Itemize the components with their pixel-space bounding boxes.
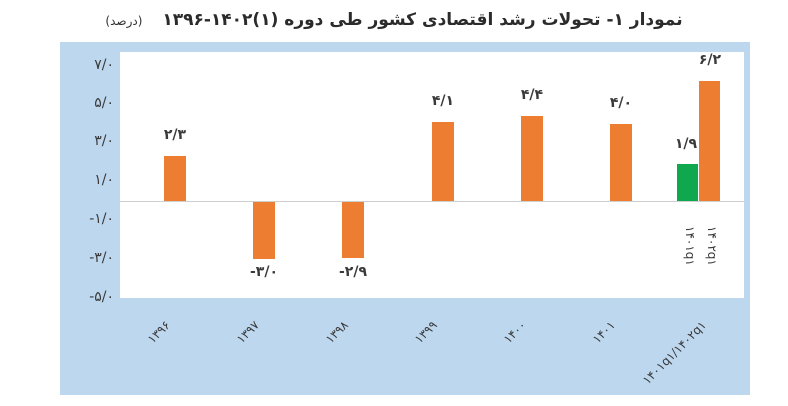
- y-tick-label: ۵/۰: [94, 95, 114, 111]
- y-tick-label: -۵/۰: [89, 289, 114, 305]
- value-label: ۲/۳: [163, 127, 187, 143]
- value-label: ۴/۰: [609, 95, 633, 111]
- bar-1401: [610, 124, 632, 201]
- y-tick-label: -۱/۰: [89, 211, 114, 227]
- chart-title: نمودار ۱- تحولات رشد اقتصادی کشور طی دور…: [0, 10, 788, 30]
- y-tick-label: ۷/۰: [94, 57, 114, 73]
- quarter-label-1402q1: ۱۴۰۲q۱: [705, 226, 719, 266]
- value-label: ۴/۴: [520, 87, 544, 103]
- y-tick-label: -۳/۰: [89, 250, 114, 266]
- bar-1401q1: [677, 164, 698, 201]
- value-label: -۳/۰: [249, 264, 278, 280]
- bar-1399: [432, 122, 454, 201]
- bar-1398: [342, 202, 364, 258]
- quarter-label-1401q1: ۱۴۰۱q۱: [683, 226, 697, 266]
- value-label: -۲/۹: [338, 264, 367, 280]
- y-tick-label: ۳/۰: [94, 133, 114, 149]
- value-label: ۱/۹: [674, 136, 698, 152]
- bar-1397: [253, 202, 275, 259]
- bar-1400: [521, 116, 543, 201]
- y-tick-label: ۱/۰: [94, 172, 114, 188]
- chart-title-main: نمودار ۱- تحولات رشد اقتصادی کشور طی دور…: [162, 10, 683, 30]
- value-label: ۶/۲: [698, 52, 722, 68]
- bar-1396: [164, 156, 186, 201]
- zero-line: [120, 201, 744, 202]
- bar-1402q1: [699, 81, 720, 201]
- chart-unit: (درصد): [105, 14, 143, 28]
- value-label: ۴/۱: [431, 93, 455, 109]
